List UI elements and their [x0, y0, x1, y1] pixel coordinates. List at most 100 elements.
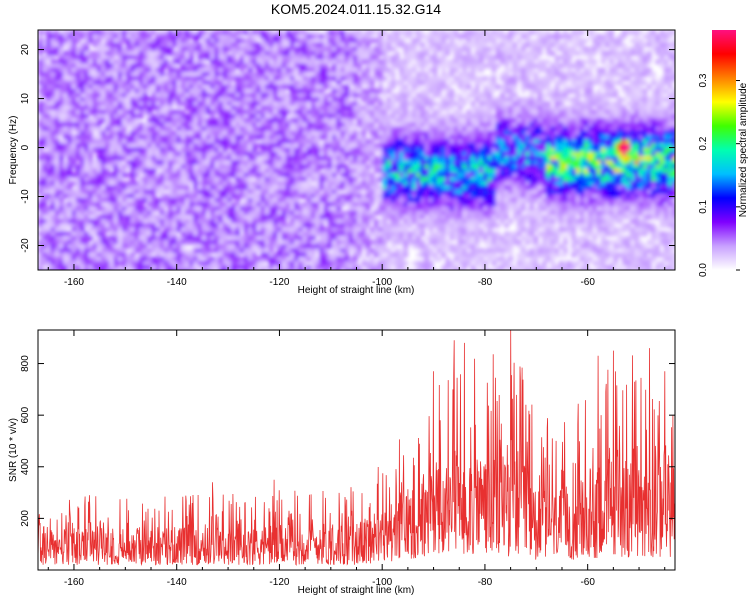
spectrogram-cell	[277, 38, 283, 44]
spectrogram-cell	[159, 248, 165, 254]
spectrogram-cell	[302, 118, 308, 123]
spectrogram-cell	[105, 172, 110, 178]
spectrogram-cell	[336, 80, 341, 86]
spectrogram-cell	[374, 130, 379, 136]
spectrogram-cell	[201, 193, 207, 199]
spectrogram-cell	[92, 198, 98, 203]
spectrogram-cell	[235, 265, 241, 270]
spectrogram-cell	[403, 198, 409, 203]
spectrogram-cell	[185, 151, 190, 157]
spectrogram-cell	[327, 143, 333, 149]
spectrogram-cell	[92, 51, 98, 56]
spectrogram-cell	[311, 248, 316, 254]
spectrogram-cell	[54, 93, 60, 98]
spectrogram-cell	[42, 181, 47, 186]
spectrogram-cell	[130, 76, 136, 81]
spectrogram-cell	[227, 202, 232, 207]
spectrogram-cell	[281, 67, 287, 73]
spectrogram-cell	[210, 72, 215, 77]
spectrogram-cell	[67, 231, 73, 237]
spectrogram-cell	[277, 235, 283, 241]
spectrogram-cell	[210, 147, 215, 153]
spectrogram-cell	[327, 67, 333, 73]
spectrogram-cell	[101, 206, 106, 212]
spectrogram-cell	[201, 51, 207, 56]
spectrogram-cell	[344, 151, 350, 157]
spectrogram-cell	[256, 109, 262, 115]
spectrogram-cell	[63, 177, 68, 182]
spectrogram-cell	[126, 265, 131, 270]
spectrogram-cell	[395, 168, 400, 174]
spectrogram-cell	[210, 59, 215, 65]
spectrogram-cell	[298, 114, 304, 119]
spectrogram-cell	[285, 252, 291, 258]
spectrogram-cell	[264, 30, 270, 35]
spectrogram-cell	[256, 160, 262, 165]
spectrogram-cell	[269, 156, 274, 161]
spectrogram-cell	[122, 223, 127, 228]
spectrogram-cell	[298, 38, 304, 44]
spectrogram-cell	[130, 244, 136, 249]
spectrogram-cell	[374, 93, 379, 98]
spectrogram-cell	[75, 76, 81, 81]
spectrogram-cell	[365, 105, 371, 111]
spectrogram-cell	[248, 172, 253, 178]
spectrogram-cell	[210, 101, 215, 107]
spectrogram-cell	[151, 256, 157, 262]
spectrogram-cell	[315, 38, 320, 44]
spectrogram-cell	[159, 223, 165, 228]
spectrogram-cell	[239, 80, 245, 86]
spectrogram-cell	[210, 109, 215, 115]
spectrogram-cell	[155, 30, 161, 35]
spectrogram-cell	[214, 88, 220, 94]
spectrogram-cell	[193, 156, 199, 161]
spectrogram-cell	[306, 55, 312, 60]
spectrogram-cell	[92, 177, 98, 182]
spectrogram-cell	[332, 185, 337, 191]
spectrogram-cell	[290, 72, 295, 77]
spectrogram-cell	[256, 248, 262, 254]
spectrogram-cell	[151, 55, 157, 60]
spectrogram-cell	[54, 181, 60, 186]
spectrogram-cell	[138, 80, 144, 86]
spectrogram-cell	[374, 67, 379, 73]
spectrogram-cell	[63, 248, 68, 254]
spectrogram-cell	[96, 101, 102, 107]
spectrogram-cell	[172, 219, 178, 224]
spectrogram-cell	[294, 105, 299, 111]
spectrogram-cell	[206, 84, 211, 90]
spectrogram-cell	[159, 198, 165, 203]
spectrogram-cell	[92, 252, 98, 258]
spectrogram-cell	[340, 88, 346, 94]
spectrogram-cell	[340, 181, 346, 186]
spectrogram-cell	[180, 261, 186, 266]
spectrogram-cell	[285, 51, 291, 56]
spectrogram-cell	[113, 34, 119, 39]
spectrogram-cell	[206, 139, 211, 144]
spectrogram-cell	[189, 223, 194, 228]
spectrogram-cell	[159, 63, 165, 69]
spectrogram-cell	[298, 156, 304, 161]
spectrogram-cell	[105, 130, 110, 136]
spectrogram-cell	[294, 252, 299, 258]
spectrogram-cell	[92, 223, 98, 228]
spectrogram-cell	[315, 210, 320, 216]
spectrogram-cell	[252, 139, 257, 144]
spectrogram-cell	[176, 160, 182, 165]
spectrogram-cell	[298, 42, 304, 48]
spectrogram-cell	[185, 248, 190, 254]
spectrogram-cell	[80, 51, 85, 56]
spectrogram-cell	[382, 143, 388, 149]
spectrogram-cell	[151, 214, 157, 220]
spectrogram-cell	[185, 164, 190, 170]
spectrogram-cell	[256, 168, 262, 174]
spectrogram-cell	[134, 168, 140, 174]
spectrogram-cell	[395, 143, 400, 149]
spectrogram-cell	[407, 80, 413, 86]
spectrogram-cell	[327, 42, 333, 48]
spectrogram-cell	[252, 30, 257, 35]
spectrogram-cell	[264, 38, 270, 44]
spectrogram-cell	[193, 160, 199, 165]
spectrogram-cell	[185, 261, 190, 266]
spectrogram-cell	[231, 240, 236, 245]
